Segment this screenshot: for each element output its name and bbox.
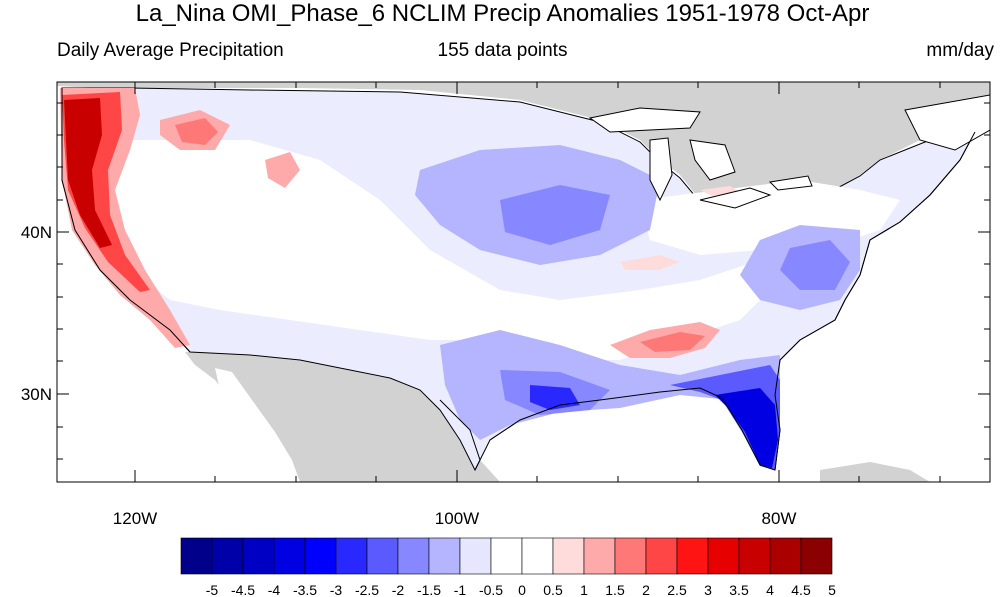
colorbar-swatch — [273, 537, 306, 575]
colorbar-swatch — [180, 537, 213, 575]
lon-label-80w: 80W — [762, 509, 797, 528]
units-label: mm/day — [926, 40, 994, 61]
colorbar-swatch — [335, 537, 368, 575]
colorbar-label: -4 — [268, 582, 281, 597]
colorbar-label: 0.5 — [543, 582, 563, 597]
data-points-label: 155 data points — [437, 40, 568, 61]
lake-erie — [699, 187, 772, 209]
lon-ticks — [134, 82, 941, 482]
colorbar-label: 3 — [704, 582, 712, 597]
colorbar-label: 5 — [828, 582, 836, 597]
colorbar-swatch — [676, 537, 709, 575]
colorbar-swatch — [583, 537, 616, 575]
caribbean-land — [820, 462, 930, 482]
colorbar-label: 2.5 — [667, 582, 687, 597]
colorbar-label: -0.5 — [479, 582, 503, 597]
map-title: La_Nina OMI_Phase_6 NCLIM Precip Anomali… — [135, 0, 870, 27]
colorbar-swatch — [614, 537, 647, 575]
colorbar-label: 0 — [518, 582, 526, 597]
lake-michigan — [649, 137, 673, 202]
ohio-valley-positive — [620, 255, 680, 270]
lat-label-40n: 40N — [21, 223, 52, 242]
colorbar-swatch — [769, 537, 802, 575]
lon-label-100w: 100W — [435, 509, 479, 528]
colorbar-label: -3.5 — [293, 582, 317, 597]
colorbar-swatch — [459, 537, 492, 575]
midatlantic-negative-core — [780, 240, 850, 290]
colorbar-swatch — [738, 537, 771, 575]
colorbar-label: -2.5 — [355, 582, 379, 597]
lat-ticks — [57, 102, 990, 460]
colorbar-swatch — [800, 537, 833, 575]
rockies-positive — [265, 152, 300, 188]
colorbar-swatch — [211, 537, 244, 575]
colorbar-label: -1 — [454, 582, 467, 597]
colorbar-label: 2 — [642, 582, 650, 597]
colorbar-label: -2 — [392, 582, 405, 597]
colorbar-label: 4.5 — [791, 582, 811, 597]
lake-huron — [689, 139, 736, 181]
colorbar: -5 -4.5 -4 -3.5 -3 -2.5 -2 -1.5 -1 -0.5 0 0.5 1 1.5 2 2… — [180, 537, 836, 597]
map-frame — [56, 81, 991, 483]
lake-ontario — [768, 175, 813, 191]
colorbar-swatch — [521, 537, 554, 575]
lake-superior — [588, 107, 701, 133]
atlantic-gulf-coastline — [439, 131, 976, 471]
southeast-positive-core — [640, 332, 705, 352]
lakes-positive — [700, 186, 740, 196]
near-zero-region — [100, 140, 780, 360]
colorbar-label: -1.5 — [417, 582, 441, 597]
colorbar-label: -5 — [206, 582, 219, 597]
gulf-of-california — [215, 368, 300, 482]
idaho-positive-core — [175, 118, 218, 145]
colorbar-label: 4 — [766, 582, 774, 597]
midwest-negative-core — [500, 185, 610, 245]
map-field — [57, 82, 990, 482]
colorbar-label: -3 — [330, 582, 343, 597]
colorbar-swatch — [428, 537, 461, 575]
lat-label-30n: 30N — [21, 385, 52, 404]
pacific-coastline — [61, 88, 191, 353]
colorbar-label: -4.5 — [231, 582, 255, 597]
variable-label: Daily Average Precipitation — [57, 40, 284, 61]
florida-negative-peak — [715, 388, 778, 468]
colorbar-swatch — [242, 537, 275, 575]
lon-label-120w: 120W — [113, 509, 157, 528]
colorbar-swatch — [707, 537, 740, 575]
colorbar-swatch — [645, 537, 678, 575]
colorbar-swatch — [397, 537, 430, 575]
colorbar-swatch — [490, 537, 523, 575]
colorbar-label: 1 — [580, 582, 588, 597]
west-coast-positive-peak — [64, 98, 112, 248]
canada-land — [57, 82, 990, 218]
colorbar-swatch — [304, 537, 337, 575]
colorbar-swatch — [552, 537, 585, 575]
colorbar-swatch — [366, 537, 399, 575]
gulf-negative — [440, 330, 780, 440]
gulf-of-st-lawrence — [904, 94, 990, 151]
colorbar-label: 1.5 — [605, 582, 625, 597]
colorbar-label: 3.5 — [729, 582, 749, 597]
